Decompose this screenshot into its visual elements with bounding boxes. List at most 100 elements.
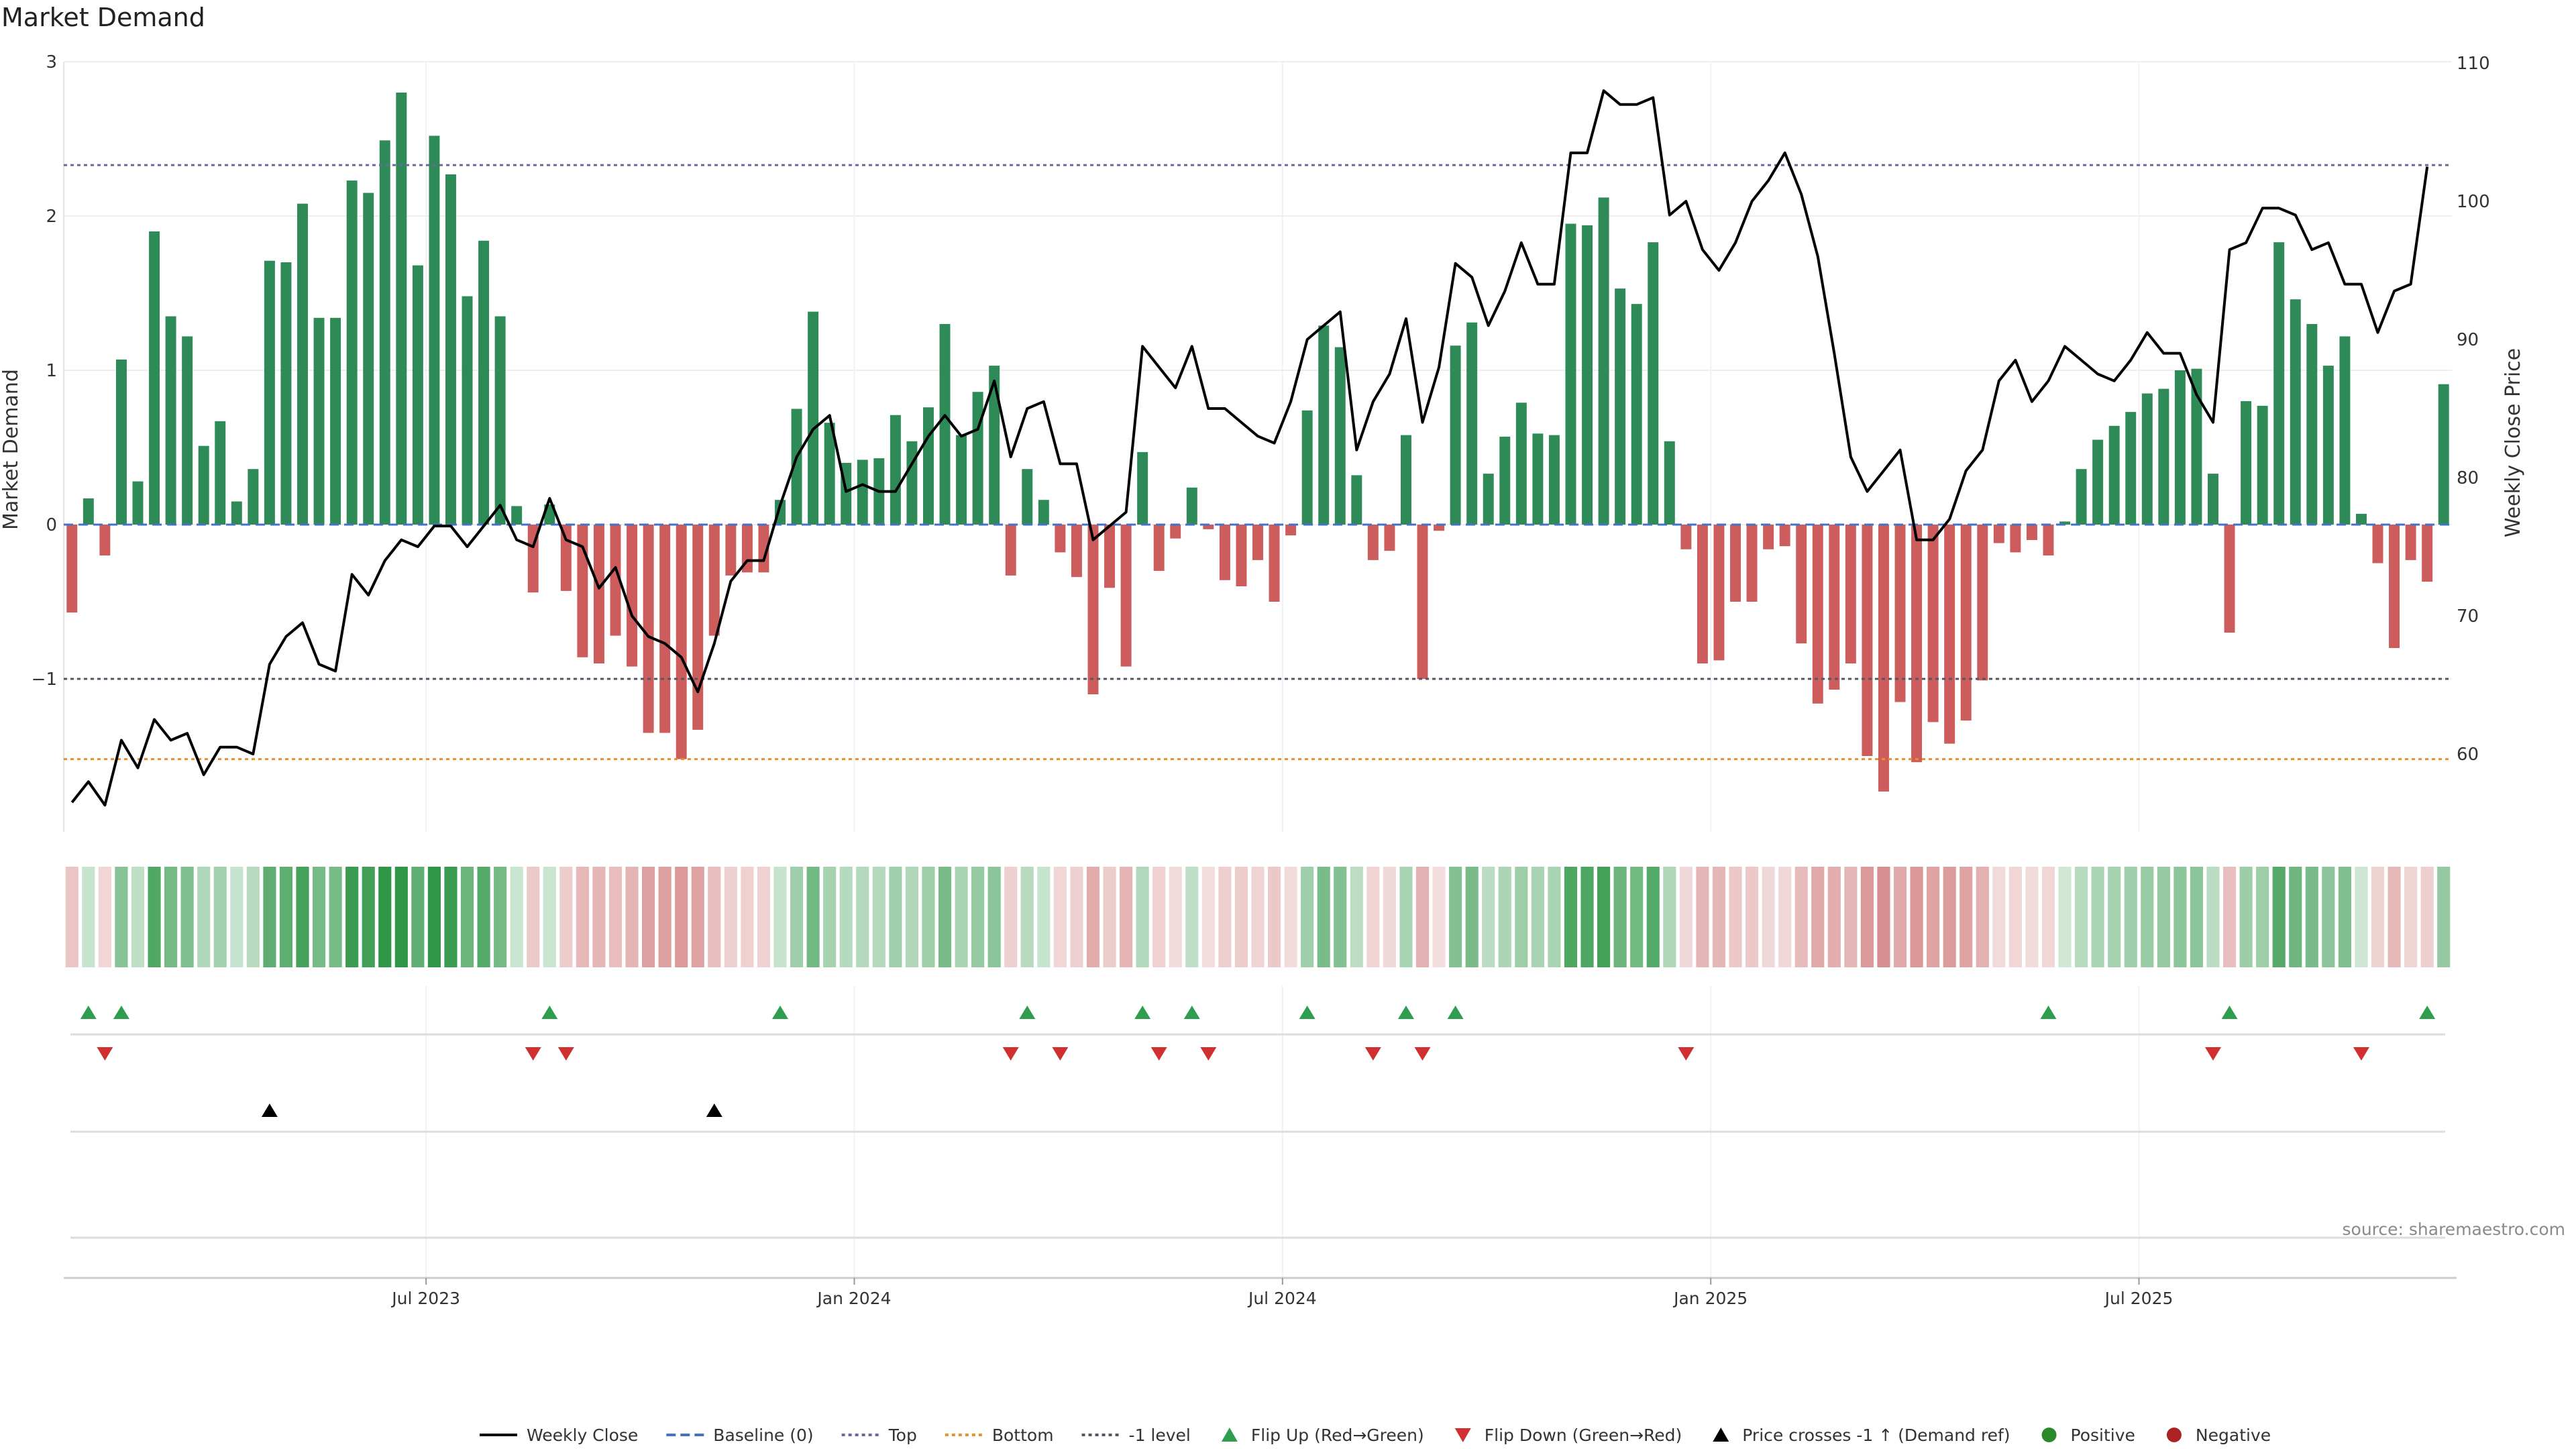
demand-bar bbox=[149, 231, 160, 525]
demand-bar bbox=[2322, 366, 2334, 525]
heat-cell bbox=[2355, 867, 2368, 967]
heat-cell bbox=[1169, 867, 1182, 967]
heat-cell bbox=[741, 867, 754, 967]
demand-bar bbox=[906, 441, 918, 525]
y-tick-label: −1 bbox=[32, 669, 57, 690]
demand-bar bbox=[363, 193, 374, 525]
heat-cell bbox=[1020, 867, 1034, 967]
heat-cell bbox=[1267, 867, 1281, 967]
demand-bar bbox=[1779, 525, 1790, 547]
legend-item: Positive bbox=[2041, 1426, 2135, 1445]
demand-bar bbox=[2108, 425, 2120, 525]
heat-cell bbox=[510, 867, 523, 967]
heat-cell bbox=[790, 867, 804, 967]
heat-cell bbox=[2289, 867, 2302, 967]
demand-bar bbox=[1960, 525, 1972, 721]
heat-cell bbox=[724, 867, 737, 967]
flip-down-marker bbox=[2205, 1047, 2221, 1061]
heat-cell bbox=[1301, 867, 1314, 967]
heat-cell bbox=[625, 867, 639, 967]
demand-bar bbox=[577, 525, 588, 657]
legend-label: Bottom bbox=[992, 1426, 1054, 1445]
heat-cell bbox=[1366, 867, 1380, 967]
flip-down-marker bbox=[1052, 1047, 1069, 1061]
heat-cell bbox=[2338, 867, 2351, 967]
demand-bar bbox=[922, 407, 934, 525]
demand-bar bbox=[1615, 288, 1626, 525]
heat-cell bbox=[427, 867, 441, 967]
legend-item: Flip Up (Red→Green) bbox=[1221, 1426, 1424, 1445]
heat-cell bbox=[1860, 867, 1874, 967]
flip-up-marker bbox=[772, 1006, 788, 1019]
demand-bar bbox=[2422, 525, 2433, 582]
demand-bar bbox=[1796, 525, 1807, 644]
flip-up-marker bbox=[1397, 1006, 1414, 1019]
legend-label: Baseline (0) bbox=[713, 1426, 813, 1445]
heat-cell bbox=[65, 867, 78, 967]
heat-cell bbox=[1827, 867, 1841, 967]
chart-title: Market Demand bbox=[1, 3, 205, 32]
price-cross-marker bbox=[706, 1104, 722, 1117]
legend-item: Price crosses -1 ↑ (Demand ref) bbox=[1713, 1426, 2010, 1445]
flip-down-marker bbox=[1414, 1047, 1431, 1061]
heat-cell bbox=[955, 867, 968, 967]
flip-up-marker bbox=[2419, 1006, 2436, 1019]
demand-bar bbox=[248, 469, 259, 525]
heat-cell bbox=[2108, 867, 2121, 967]
demand-bar bbox=[560, 525, 572, 591]
demand-bar bbox=[725, 525, 737, 576]
flip-up-marker bbox=[1447, 1006, 1464, 1019]
heat-cell bbox=[197, 867, 211, 967]
heat-cell bbox=[2041, 867, 2055, 967]
flip-up-marker bbox=[541, 1006, 558, 1019]
demand-bar bbox=[429, 136, 440, 525]
x-tick-label: Jul 2024 bbox=[1247, 1289, 1317, 1308]
heat-cell bbox=[1696, 867, 1709, 967]
heat-cell bbox=[378, 867, 392, 967]
demand-bar bbox=[462, 296, 473, 525]
demand-bar bbox=[1071, 525, 1082, 578]
heat-cell bbox=[576, 867, 589, 967]
source-note: source: sharemaestro.com bbox=[2342, 1220, 2566, 1239]
demand-bar bbox=[1927, 525, 1939, 722]
heat-cell bbox=[494, 867, 507, 967]
demand-bar bbox=[1186, 487, 1197, 525]
heat-cell bbox=[1729, 867, 1742, 967]
flip-up-marker bbox=[1299, 1006, 1316, 1019]
heat-cell bbox=[2305, 867, 2318, 967]
x-tick-label: Jan 2025 bbox=[1672, 1289, 1748, 1308]
demand-bar bbox=[1746, 525, 1758, 602]
demand-bar bbox=[2290, 299, 2301, 525]
demand-bar bbox=[2010, 525, 2021, 553]
heat-cell bbox=[2404, 867, 2418, 967]
heat-cell bbox=[329, 867, 342, 967]
demand-bar bbox=[989, 366, 1000, 525]
demand-bar bbox=[313, 317, 325, 525]
heat-cell bbox=[1580, 867, 1594, 967]
demand-bar bbox=[1598, 197, 1609, 525]
heat-cell bbox=[1449, 867, 1462, 967]
demand-bar bbox=[511, 506, 523, 525]
heat-cell bbox=[1037, 867, 1051, 967]
demand-bar bbox=[280, 262, 292, 525]
x-tick-label: Jan 2024 bbox=[816, 1289, 891, 1308]
heat-cell bbox=[2058, 867, 2072, 967]
heat-cell bbox=[394, 867, 408, 967]
demand-bar bbox=[956, 435, 967, 525]
heat-cell bbox=[1218, 867, 1232, 967]
demand-bar bbox=[1450, 345, 1461, 525]
heat-cell bbox=[279, 867, 293, 967]
flip-down-marker bbox=[97, 1047, 113, 1061]
demand-bar bbox=[2208, 474, 2218, 525]
heat-cell bbox=[839, 867, 853, 967]
legend-item: Top bbox=[841, 1426, 917, 1445]
demand-bar bbox=[1384, 525, 1395, 551]
flip-up-marker bbox=[2040, 1006, 2057, 1019]
demand-bar bbox=[1713, 525, 1725, 661]
heat-cell bbox=[2075, 867, 2088, 967]
demand-bar bbox=[2372, 525, 2383, 564]
heat-cell bbox=[1630, 867, 1644, 967]
demand-bar bbox=[264, 260, 275, 525]
heat-cell bbox=[2025, 867, 2039, 967]
demand-bar bbox=[1400, 435, 1411, 525]
